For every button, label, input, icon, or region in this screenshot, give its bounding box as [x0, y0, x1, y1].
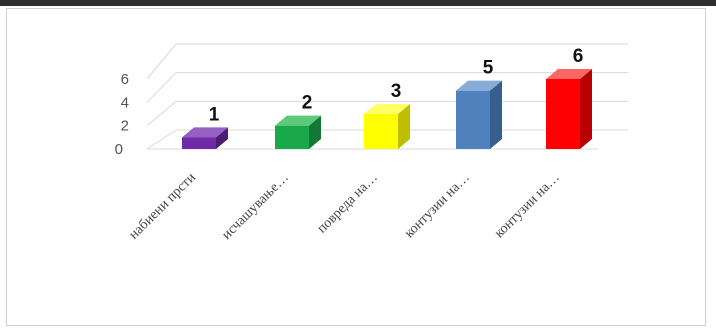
y-grid-depth-line-6	[146, 43, 177, 80]
bar-side-3	[398, 104, 410, 149]
data-label-4: 5	[483, 58, 494, 79]
category-label-5: контузии на…	[492, 170, 563, 241]
bar-side-1	[216, 127, 228, 149]
data-label-3: 3	[391, 81, 402, 102]
data-label-1: 1	[209, 104, 220, 125]
bar-top-3	[364, 104, 410, 114]
category-label-2: исчашување…	[219, 170, 291, 242]
data-label-2: 2	[302, 93, 313, 114]
bar-3	[364, 114, 398, 149]
bar-layer	[182, 69, 592, 149]
category-label-4: контузии на…	[402, 170, 473, 241]
y-tick-label-2: 2	[121, 118, 129, 135]
bar-5	[546, 79, 580, 149]
bar-4	[456, 90, 490, 149]
bar-side-4	[490, 80, 502, 149]
bar-1	[182, 137, 216, 149]
top-cutoff-band	[0, 0, 716, 6]
bar-top-1	[182, 127, 228, 138]
y-grid-depth-line-4	[146, 72, 177, 103]
bar-side-2	[309, 115, 321, 149]
y-tick-label-0: 0	[115, 141, 123, 158]
y-tick-label-4: 4	[121, 94, 129, 111]
y-grid-depth-line-2	[146, 100, 177, 127]
bar-top-2	[275, 115, 321, 126]
data-label-5: 6	[573, 46, 584, 67]
bar-side-5	[580, 69, 592, 149]
y-tick-label-6: 6	[121, 71, 129, 88]
chart-frame	[6, 8, 706, 326]
bar-2	[275, 125, 309, 149]
bar-top-5	[546, 69, 592, 79]
category-label-3: повреда на…	[315, 170, 381, 236]
y-grid-depth-line-0	[146, 129, 177, 150]
category-label-1: набиени прсти	[126, 170, 199, 243]
bar-top-4	[456, 80, 502, 91]
